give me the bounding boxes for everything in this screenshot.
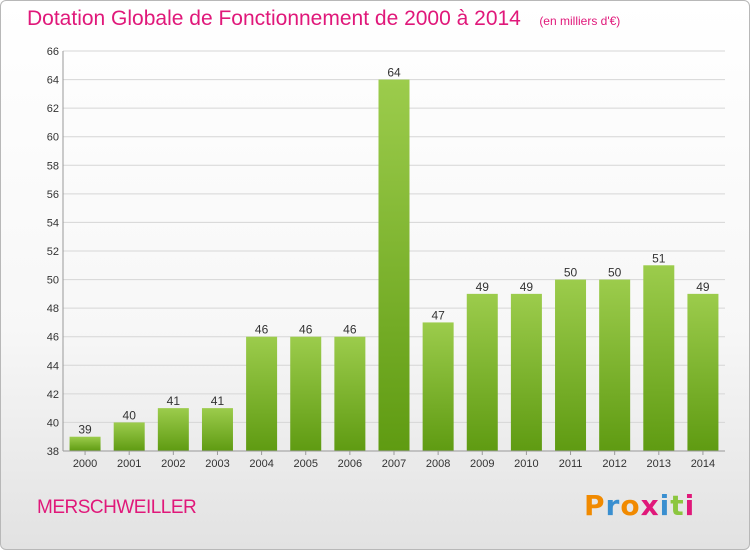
x-tick-label-2012: 2012 [602,458,626,470]
y-tick-label: 64 [47,75,59,87]
bar-2004 [246,336,278,451]
y-tick-label: 40 [47,417,59,429]
chart-unit: (en milliers d'€) [539,14,621,28]
value-labels: 39 40 41 41 46 46 46 64 47 49 49 50 50 51 49 [78,66,710,437]
bar-2013 [643,265,675,451]
value-label-2013: 51 [652,251,666,265]
y-tick-label: 44 [47,360,59,372]
x-tick-label-2001: 2001 [117,458,141,470]
logo-letter: r [605,489,621,522]
chart-title: Dotation Globale de Fonctionnement de 20… [27,7,620,31]
x-tick-label-2014: 2014 [691,458,715,470]
y-tick-label: 54 [47,217,59,229]
value-label-2010: 49 [520,280,534,294]
y-tick-label: 38 [47,446,59,458]
bar-2009 [466,293,498,451]
y-tick-label: 52 [47,246,59,258]
y-tick-label: 66 [47,46,59,58]
bar-2003 [201,408,233,451]
logo-letter: i [659,489,671,522]
logo-letter: P [584,489,606,522]
bar-2010 [510,293,542,451]
logo-letter: o [620,489,641,522]
value-label-2003: 41 [211,394,225,408]
bar-2001 [113,422,145,451]
value-label-2009: 49 [476,280,490,294]
x-tick-label-2002: 2002 [161,458,185,470]
value-label-2005: 46 [299,323,313,337]
bar-2007 [378,79,410,452]
y-tick-label: 42 [47,389,59,401]
value-label-2011: 50 [564,266,578,280]
bar-2008 [422,322,454,451]
proxiti-logo[interactable]: Proxiti [584,489,695,522]
logo-letter: x [640,489,660,522]
y-tick-label: 62 [47,103,59,115]
y-tick-label: 50 [47,275,59,287]
x-tick-label-2006: 2006 [338,458,362,470]
value-label-2000: 39 [78,423,92,437]
bar-2006 [334,336,366,451]
value-label-2007: 64 [387,66,401,80]
x-tick-label-2000: 2000 [73,458,97,470]
value-label-2008: 47 [431,308,445,322]
y-tick-label: 46 [47,332,59,344]
bar-2011 [555,279,587,451]
bar-2012 [599,279,631,451]
x-tick-label-2007: 2007 [382,458,406,470]
value-label-2014: 49 [696,280,710,294]
logo-letter: i [684,489,696,522]
bars [69,79,719,452]
bar-2005 [290,336,322,451]
commune-name: MERSCHWEILLER [37,497,197,518]
x-tick-label-2005: 2005 [293,458,317,470]
x-tick-label-2003: 2003 [205,458,229,470]
bar-2000 [69,436,101,451]
x-tick-label-2011: 2011 [559,458,583,470]
value-label-2002: 41 [167,394,181,408]
y-tick-label: 48 [47,303,59,315]
value-label-2006: 46 [343,323,357,337]
bar-2014 [687,293,719,451]
value-label-2004: 46 [255,323,269,337]
bar-2002 [157,408,189,451]
x-tick-label-2013: 2013 [647,458,671,470]
y-tick-label: 60 [47,132,59,144]
chart-title-text: Dotation Globale de Fonctionnement de 20… [27,7,521,30]
x-tick-label-2004: 2004 [249,458,273,470]
y-tick-label: 58 [47,160,59,172]
x-tick-label-2009: 2009 [470,458,494,470]
y-tick-label: 56 [47,189,59,201]
axes: 38 40 42 44 46 48 50 52 54 56 58 60 62 64 66 2000 2001 20… [47,46,725,470]
logo-letter: t [670,489,685,522]
x-tick-label-2010: 2010 [514,458,538,470]
x-tick-label-2008: 2008 [426,458,450,470]
value-label-2012: 50 [608,266,622,280]
value-label-2001: 40 [123,408,137,422]
